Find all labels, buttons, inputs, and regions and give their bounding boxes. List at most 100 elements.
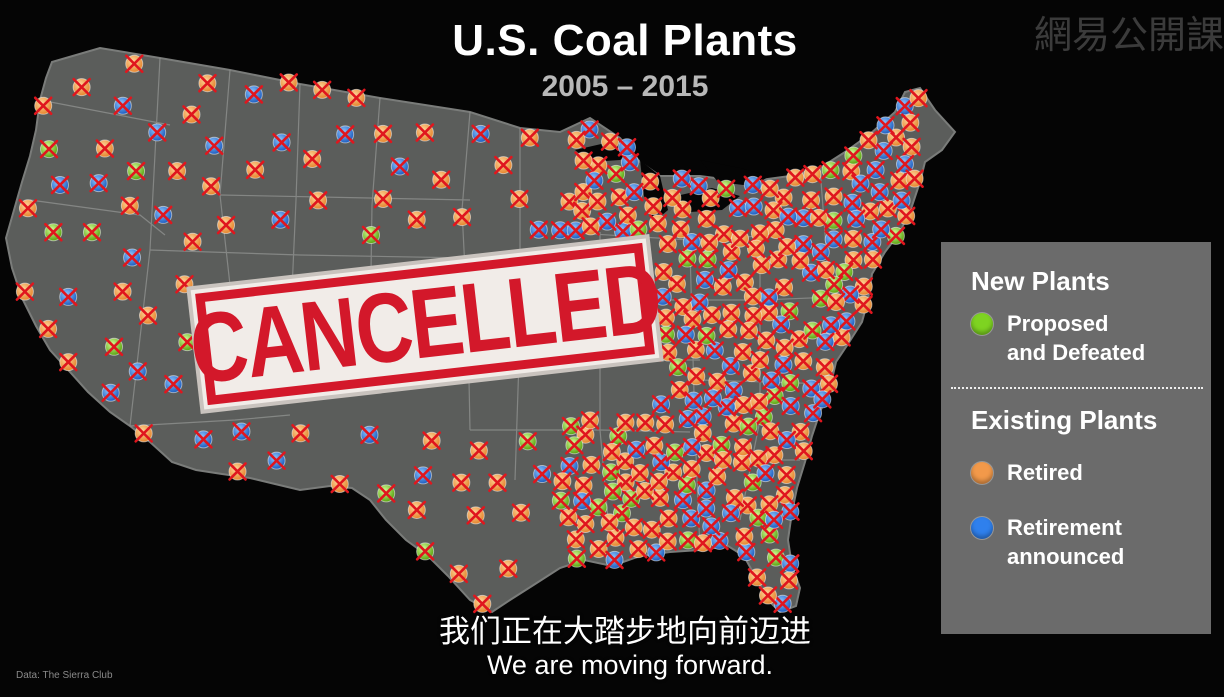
plant-marker (588, 192, 607, 211)
plant-marker (681, 509, 701, 528)
plant-marker (645, 436, 664, 455)
plant-marker (560, 456, 579, 476)
plant-marker (624, 518, 644, 537)
plant-marker (672, 169, 692, 188)
plant-marker (616, 413, 635, 432)
plant-marker (678, 249, 697, 268)
plant-marker (431, 170, 451, 190)
plant-marker (826, 292, 846, 312)
plant-marker (122, 248, 142, 267)
plant-marker (724, 381, 744, 400)
plant-marker (846, 209, 866, 229)
plant-marker (606, 164, 626, 184)
plant-marker (216, 215, 236, 235)
plant-marker (670, 380, 690, 400)
plant-marker (153, 205, 173, 225)
plant-marker (824, 275, 844, 294)
plant-marker (574, 151, 593, 170)
plant-marker (113, 96, 133, 116)
plant-marker (734, 395, 753, 415)
plant-marker (617, 138, 637, 157)
plant-marker (413, 466, 433, 485)
plant-marker (803, 403, 823, 423)
plant-marker (452, 207, 472, 227)
plant-marker (600, 132, 620, 151)
plant-marker (854, 277, 874, 296)
plant-marker (559, 507, 578, 527)
plant-marker (655, 415, 675, 434)
plant-marker (759, 288, 779, 307)
plant-marker (658, 532, 678, 551)
plant-marker (775, 485, 795, 505)
plant-marker (279, 73, 299, 92)
plant-marker (863, 250, 883, 269)
plant-marker (466, 506, 486, 525)
plant-marker (743, 175, 763, 195)
plant-marker (104, 337, 124, 357)
plant-marker (815, 332, 835, 352)
plant-marker (361, 225, 381, 245)
plant-marker (567, 549, 587, 568)
plant-marker (618, 206, 638, 225)
plant-marker (718, 319, 738, 339)
plant-marker (272, 133, 291, 152)
plant-marker (686, 367, 706, 386)
plant-markers (15, 54, 928, 614)
plant-marker (749, 392, 769, 411)
plant-marker (854, 295, 873, 314)
plant-marker (859, 130, 878, 150)
plant-marker (582, 455, 601, 475)
page-title: U.S. Coal Plants (452, 16, 798, 65)
great-lakes (575, 142, 770, 222)
plant-marker (876, 116, 895, 135)
plant-marker (665, 443, 685, 462)
plant-marker (624, 182, 644, 202)
plant-marker (613, 222, 633, 241)
plant-marker (756, 463, 775, 483)
plant-marker (147, 123, 167, 142)
plant-marker (183, 232, 202, 252)
plant-marker (360, 425, 379, 445)
plant-marker (698, 249, 717, 269)
plant-marker (892, 191, 911, 210)
plant-marker (695, 270, 715, 290)
plant-marker (785, 168, 805, 187)
plant-marker (870, 182, 889, 202)
plant-marker (529, 220, 549, 240)
plant-marker (851, 174, 870, 193)
legend-item-retirement-announced: Retirement announced (971, 513, 1193, 571)
plant-marker (550, 221, 570, 240)
plant-marker (488, 473, 507, 492)
plant-marker (909, 88, 928, 108)
plant-marker (390, 157, 410, 176)
plant-marker (774, 355, 793, 375)
plant-marker (730, 229, 750, 248)
plant-marker (705, 341, 725, 360)
plant-marker (244, 85, 264, 104)
plant-marker (777, 465, 796, 485)
plant-marker (291, 424, 310, 443)
plant-marker (777, 237, 797, 257)
plant-marker (302, 149, 322, 169)
plant-marker (175, 274, 194, 294)
caption-english: We are moving forward. (486, 650, 774, 680)
plant-marker (747, 568, 767, 587)
plant-marker (182, 105, 201, 124)
plant-marker (656, 325, 676, 344)
plant-marker (781, 502, 800, 521)
legend-heading-new: New Plants (971, 266, 1110, 296)
plant-marker (780, 554, 800, 573)
plant-marker (198, 73, 217, 93)
plant-marker (574, 476, 593, 495)
plant-marker (422, 431, 441, 450)
plant-marker (407, 210, 427, 229)
plant-marker (824, 211, 843, 230)
plant-marker (774, 278, 794, 297)
plant-marker (735, 273, 755, 292)
plant-marker (743, 287, 763, 306)
plant-marker (765, 386, 784, 406)
plant-marker (773, 594, 792, 614)
plant-marker (101, 383, 120, 403)
plant-marker (683, 309, 702, 329)
plant-marker (124, 54, 144, 74)
